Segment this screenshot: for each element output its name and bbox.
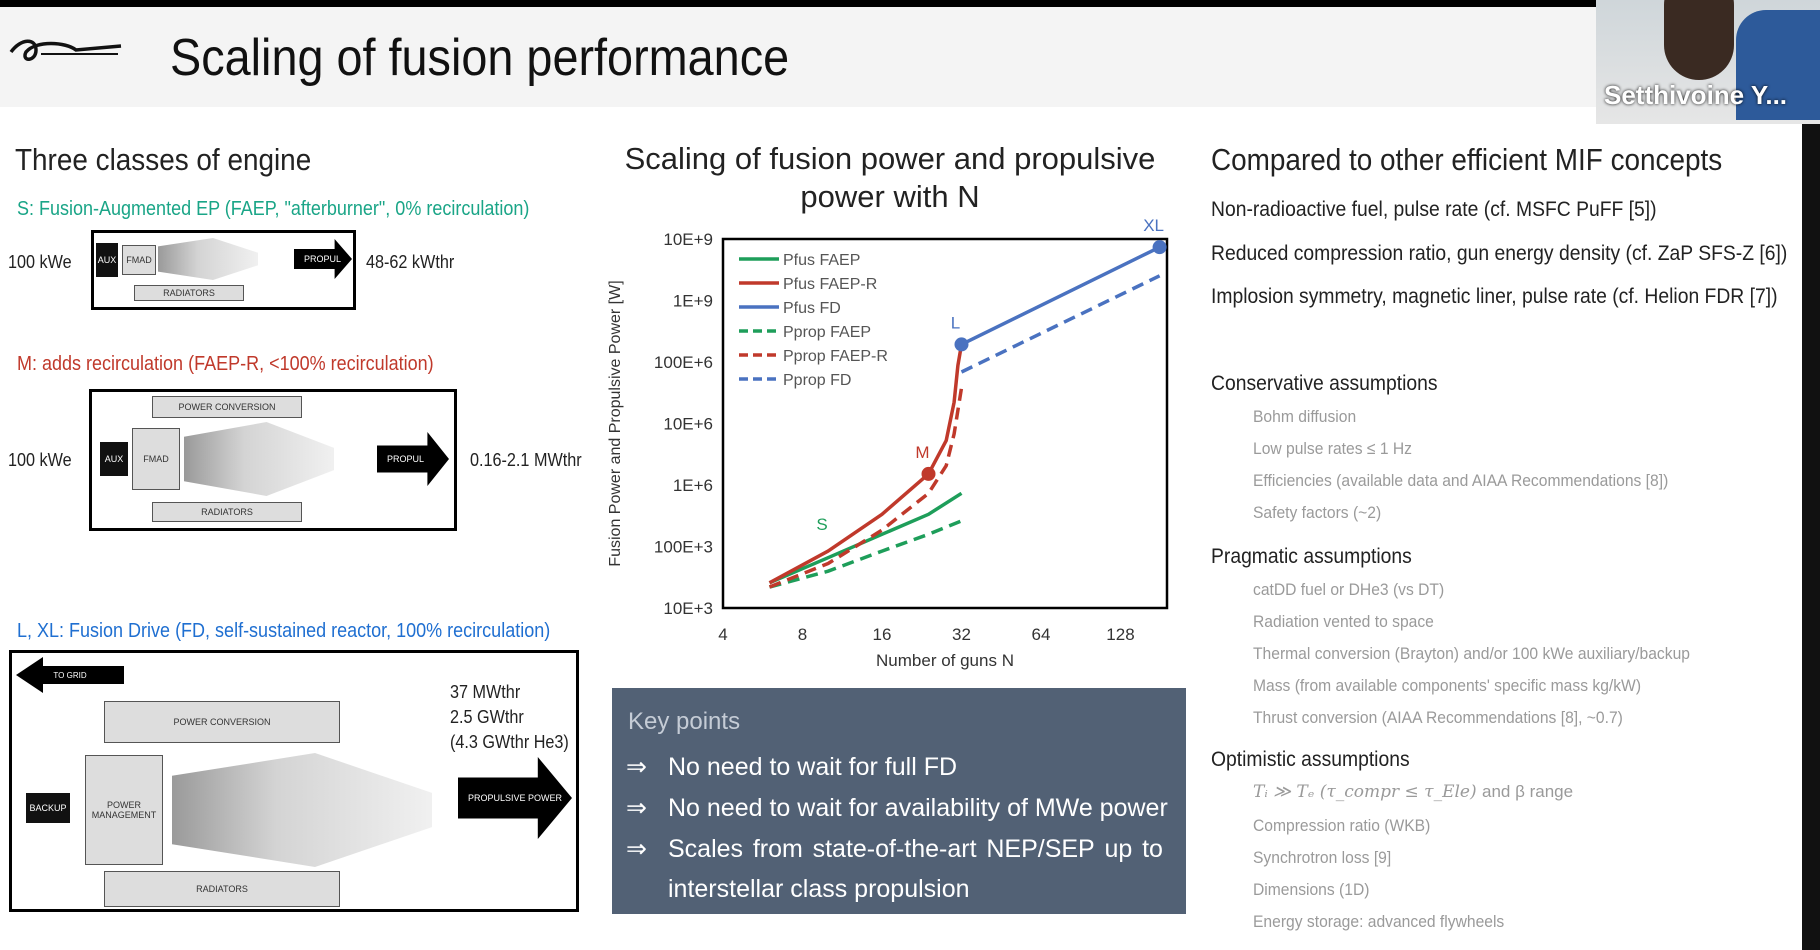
pragmatic-item: Thermal conversion (Brayton) and/or 100 …: [1253, 644, 1690, 663]
conservative-item: Bohm diffusion: [1253, 407, 1357, 426]
participant-name: Setthivoine Y...: [1604, 80, 1788, 110]
window-edge: [1802, 124, 1820, 950]
engine-s-heading: S: Fusion-Augmented EP (FAEP, "afterburn…: [17, 198, 530, 220]
participant-avatar: [1664, 0, 1734, 80]
y-axis-label: Fusion Power and Propulsive Power [W]: [607, 280, 624, 566]
key-point-1: ⇒ No need to wait for full FD: [626, 753, 958, 781]
y-tick-label: 1E+9: [673, 292, 713, 311]
engine-m-diagram: POWER CONVERSION AUX FMAD PROPUL RADIATO…: [89, 389, 457, 531]
legend-label: Pfus FAEP-R: [783, 276, 877, 293]
fusion-power-chart: 10E+3 100E+3 1E+6 10E+6 100E+6 1E+9 10E+9 4 8 16 3…: [607, 216, 1169, 670]
pragmatic-item: Radiation vented to space: [1253, 612, 1434, 631]
implies-arrow-icon: ⇒: [626, 753, 647, 781]
marker-point-m: [921, 466, 936, 481]
engine-l-output-1: 37 MWthr: [450, 682, 521, 702]
company-logo: [9, 39, 122, 61]
series-line-pprop-faep-r: [768, 387, 964, 589]
optimistic-item: Synchrotron loss [9]: [1253, 848, 1392, 867]
conservative-item: Safety factors (~2): [1253, 503, 1382, 522]
conservative-item: Low pulse rates ≤ 1 Hz: [1253, 439, 1412, 458]
y-tick-label: 1E+6: [673, 476, 713, 495]
y-tick-label: 100E+6: [654, 353, 713, 372]
engine-m-input: 100 kWe: [8, 450, 72, 470]
key-point-3-continued: interstellar class propulsion: [668, 875, 970, 903]
participant-video-tile[interactable]: Setthivoine Y...: [1596, 0, 1820, 124]
slide-header: [0, 7, 1820, 107]
legend-label: Pfus FAEP: [783, 252, 860, 269]
marker-label-m: M: [915, 443, 929, 462]
optimistic-item: Compression ratio (WKB): [1253, 816, 1431, 835]
plot-frame: [721, 237, 1169, 610]
pragmatic-item: Mass (from available components' specifi…: [1253, 676, 1642, 695]
marker-point-xl: [1152, 240, 1167, 255]
comparison-line-1: Non-radioactive fuel, pulse rate (cf. MS…: [1211, 198, 1657, 221]
implies-arrow-icon: ⇒: [626, 835, 647, 863]
marker-label-l: L: [951, 313, 960, 332]
x-axis-label: Number of guns N: [876, 651, 1014, 670]
series-line-pfus-faep: [768, 491, 963, 585]
key-points-box: Key points ⇒ No need to wait for full FD …: [612, 688, 1186, 914]
pragmatic-heading: Pragmatic assumptions: [1211, 545, 1412, 568]
optimistic-heading: Optimistic assumptions: [1211, 748, 1410, 771]
conservative-item: Efficiencies (available data and AIAA Re…: [1253, 471, 1669, 490]
legend-label: Pfus FD: [783, 300, 841, 317]
x-tick-label: 16: [873, 625, 892, 644]
engine-l-output-3: (4.3 GWthr He3): [450, 732, 569, 752]
engine-m-output: 0.16-2.1 MWthr: [470, 450, 582, 470]
marker-point-l: [954, 337, 969, 352]
chart-title: Scaling of fusion power and propulsive p…: [624, 141, 1156, 214]
key-point-3: ⇒ Scales from state-of-the-art NEP/SEP u…: [626, 835, 1163, 863]
marker-label-s: S: [816, 515, 827, 534]
optimistic-item: Energy storage: advanced flywheels: [1253, 912, 1505, 931]
key-points-title: Key points: [628, 708, 741, 735]
y-tick-label: 10E+6: [663, 415, 713, 434]
y-tick-label: 100E+3: [654, 538, 713, 557]
x-tick-label: 4: [718, 625, 727, 644]
pragmatic-item: catDD fuel or DHe3 (vs DT): [1253, 580, 1445, 599]
y-tick-label: 10E+9: [663, 230, 713, 249]
conservative-heading: Conservative assumptions: [1211, 372, 1438, 395]
x-tick-label: 32: [952, 625, 971, 644]
series-line-pfus-fd: [960, 245, 1161, 346]
pragmatic-item: Thrust conversion (AIAA Recommendations …: [1253, 708, 1623, 727]
marker-label-xl: XL: [1143, 216, 1164, 235]
comparison-line-3: Implosion symmetry, magnetic liner, puls…: [1211, 285, 1778, 308]
implies-arrow-icon: ⇒: [626, 794, 647, 822]
series-line-pfus-faep-r: [768, 344, 964, 585]
comparison-line-2: Reduced compression ratio, gun energy de…: [1211, 242, 1788, 265]
legend-label: Pprop FAEP: [783, 324, 871, 341]
slide-title: Scaling of fusion performance: [170, 29, 790, 87]
y-tick-label: 10E+3: [663, 599, 713, 618]
optimistic-math: Tᵢ ≫ Tₑ (τ_compr ≤ τ_Ele) and β range: [1253, 782, 1574, 802]
legend-label: Pprop FAEP-R: [783, 348, 888, 365]
key-point-2: ⇒ No need to wait for availability of MWe…: [626, 794, 1168, 822]
engine-l-diagram: TO GRID POWER CONVERSION BACKUP POWER MA…: [9, 650, 579, 912]
top-black-bar: [0, 0, 1820, 7]
x-tick-label: 128: [1106, 625, 1134, 644]
right-column-title: Compared to other efficient MIF concepts: [1211, 142, 1723, 177]
left-column-title: Three classes of engine: [15, 142, 312, 177]
x-tick-label: 8: [798, 625, 807, 644]
x-tick-label: 64: [1032, 625, 1051, 644]
engine-s-output: 48-62 kWthr: [366, 252, 455, 272]
engine-l-output-2: 2.5 GWthr: [450, 707, 524, 727]
series-line-pprop-faep: [769, 519, 963, 589]
engine-s-input: 100 kWe: [8, 252, 72, 272]
legend-label: Pprop FD: [783, 372, 851, 389]
engine-m-heading: M: adds recirculation (FAEP-R, <100% rec…: [17, 353, 434, 375]
engine-s-diagram: AUX FMAD PROPUL RADIATORS: [91, 230, 356, 310]
optimistic-item: Dimensions (1D): [1253, 880, 1370, 899]
engine-l-heading: L, XL: Fusion Drive (FD, self-sustained …: [17, 620, 551, 642]
